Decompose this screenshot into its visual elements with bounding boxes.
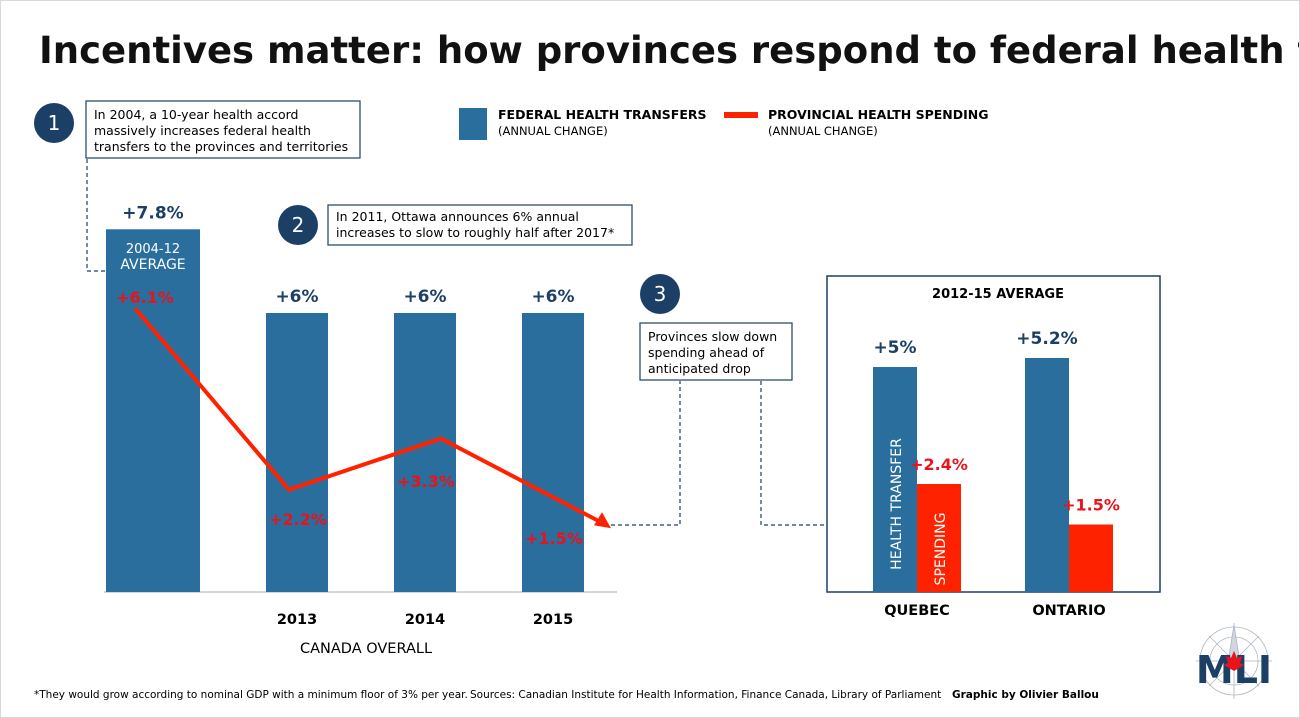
provincial-line-path (133, 307, 602, 525)
right-federal-bar-0 (873, 367, 917, 592)
annotation-3-box (639, 322, 793, 381)
left-data-labels: +7.8% +6% 2013 +6% 2014 +6% 2015 2004-12AVERAGE… (116, 203, 583, 628)
annotation-1-line-2: massively increases federal health (94, 123, 311, 138)
federal-value-label-1: +6% (275, 287, 318, 307)
provincial-value-label-3: +1.5% (525, 529, 583, 548)
right-provincial-value-label-1: +1.5% (1062, 496, 1120, 515)
annotation-2-line-1: In 2011, Ottawa announces 6% annual (336, 209, 579, 224)
provincial-line-arrowhead (594, 512, 611, 529)
right-federal-value-label-0: +5% (873, 338, 916, 358)
right-bars: +5% +2.4% QUEBEC +5.2% +1.5% ONTARIO HEALTH TR… (873, 329, 1120, 619)
legend: FEDERAL HEALTH TRANSFERS (ANNUAL CHANGE)… (459, 107, 989, 140)
annotation-3-number: 3 (654, 282, 667, 306)
legend-label-provincial: PROVINCIAL HEALTH SPENDING (768, 107, 989, 122)
bar-inner-label-line-1: 2004-12 (126, 242, 180, 257)
annotation-1: 1 In 2004, a 10-year health accord massi… (34, 100, 361, 159)
annotation-2-circle (278, 205, 318, 245)
left-x-axis-title: CANADA OVERALL (300, 641, 432, 657)
right-provincial-bar-1 (1069, 524, 1113, 592)
x-tick-label-2: 2014 (405, 612, 445, 628)
spending-bar-text: SPENDING (933, 513, 949, 586)
federal-value-label-0: +7.8% (122, 203, 183, 223)
maple-leaf-icon (1224, 651, 1244, 671)
right-federal-bar-1 (1025, 358, 1069, 592)
annotation-3-line-1: Provinces slow down (648, 329, 777, 344)
right-category-label-0: QUEBEC (884, 603, 950, 619)
federal-value-label-2: +6% (403, 287, 446, 307)
connector-1 (86, 159, 106, 272)
legend-label-federal: FEDERAL HEALTH TRANSFERS (498, 107, 707, 122)
annotation-connectors (86, 159, 827, 526)
mli-logo: MLI (1196, 623, 1272, 699)
chart-title: Incentives matter: how provinces respond… (39, 29, 1299, 72)
connector-3-right (760, 381, 827, 526)
annotation-2-line-2: increases to slow to roughly half after … (336, 225, 614, 240)
provincial-value-label-2: +3.3% (397, 472, 455, 491)
x-tick-label-1: 2013 (277, 612, 317, 628)
right-provincial-bar-0 (917, 484, 961, 592)
right-provincial-value-label-0: +2.4% (910, 455, 968, 474)
annotation-3-circle (640, 274, 680, 314)
bar-inner-label-line-2: AVERAGE (120, 257, 185, 273)
annotation-3-line-2: spending ahead of (648, 345, 765, 360)
legend-sub-provincial: (ANNUAL CHANGE) (768, 124, 878, 138)
annotation-2-number: 2 (292, 213, 305, 237)
legend-swatch-federal (459, 108, 487, 140)
legend-swatch-provincial (724, 112, 758, 118)
federal-value-label-3: +6% (531, 287, 574, 307)
annotation-2-box (327, 204, 633, 246)
annotation-3-line-3: anticipated drop (648, 361, 751, 376)
federal-bar-3 (522, 313, 584, 592)
footer-note: *They would grow according to nominal GD… (34, 689, 468, 701)
federal-bar-1 (266, 313, 328, 592)
provincial-value-label-0: +6.1% (116, 288, 174, 307)
right-chart-title: 2012-15 AVERAGE (932, 287, 1064, 302)
connector-3-left (611, 381, 681, 526)
annotation-1-circle (34, 103, 74, 143)
federal-bar-0 (106, 229, 200, 593)
provincial-value-label-1: +2.2% (269, 510, 327, 529)
annotation-1-number: 1 (48, 111, 61, 135)
annotation-1-line-1: In 2004, a 10-year health accord (94, 107, 298, 122)
annotation-2: 2 In 2011, Ottawa announces 6% annual in… (278, 204, 633, 246)
health-transfer-bar-text: HEALTH TRANSFER (889, 438, 905, 570)
annotation-3: 3 Provinces slow down spending ahead of … (639, 274, 793, 381)
annotation-1-line-3: transfers to the provinces and territori… (94, 139, 348, 154)
provincial-spending-line (133, 307, 611, 529)
legend-sub-federal: (ANNUAL CHANGE) (498, 124, 608, 138)
x-tick-label-3: 2015 (533, 612, 573, 628)
left-bars (106, 229, 584, 593)
footer-credit: Graphic by Olivier Ballou (952, 689, 1099, 701)
right-category-label-1: ONTARIO (1032, 603, 1105, 619)
annotation-1-box (85, 100, 361, 159)
footer-sources: Sources: Canadian Institute for Health I… (470, 689, 941, 701)
right-federal-value-label-1: +5.2% (1016, 329, 1077, 349)
